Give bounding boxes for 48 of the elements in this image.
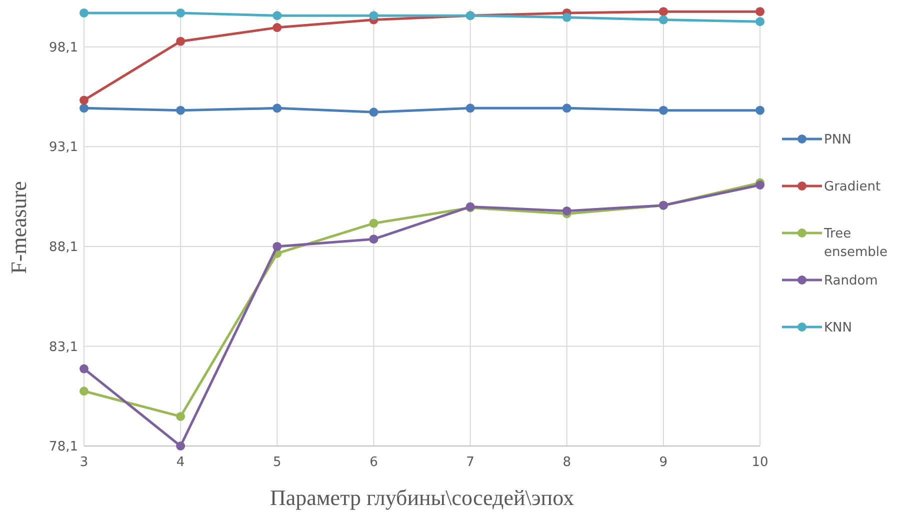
point bbox=[756, 106, 764, 115]
x-tick-label: 5 bbox=[273, 455, 282, 470]
point bbox=[272, 11, 282, 20]
x-tick-label: 6 bbox=[370, 455, 378, 470]
point bbox=[80, 386, 88, 396]
y-tick-label: 98,1 bbox=[49, 40, 78, 56]
point bbox=[80, 364, 88, 374]
point bbox=[176, 442, 186, 450]
point bbox=[272, 104, 282, 113]
point bbox=[658, 7, 668, 16]
point bbox=[369, 11, 378, 20]
point bbox=[562, 12, 572, 22]
point bbox=[756, 17, 764, 26]
point bbox=[176, 106, 186, 115]
point bbox=[176, 36, 186, 46]
point bbox=[369, 218, 378, 228]
x-tick-label: 3 bbox=[80, 455, 88, 470]
point bbox=[369, 108, 378, 117]
x-tick-label: 8 bbox=[562, 455, 571, 470]
point bbox=[176, 8, 186, 18]
point bbox=[658, 15, 668, 24]
legend-label: Tree ensemble bbox=[823, 226, 888, 260]
point bbox=[272, 242, 282, 251]
point bbox=[80, 104, 88, 113]
point bbox=[80, 96, 88, 105]
y-tick-label: 83,1 bbox=[49, 340, 78, 355]
point bbox=[369, 234, 378, 244]
x-tick-label: 10 bbox=[752, 455, 768, 470]
x-tick-label: 9 bbox=[659, 455, 668, 470]
legend-label: KNN bbox=[824, 320, 852, 336]
legend-label: Gradient bbox=[824, 180, 881, 195]
point bbox=[658, 106, 668, 115]
point bbox=[272, 23, 282, 32]
point bbox=[466, 104, 475, 113]
y-tick-label: 93,1 bbox=[49, 140, 78, 156]
point bbox=[80, 8, 88, 18]
x-tick-label: 4 bbox=[176, 455, 185, 470]
point bbox=[756, 7, 764, 16]
x-tick-label: 7 bbox=[466, 455, 474, 470]
legend-label: Random bbox=[824, 274, 878, 289]
legend-label: PNN bbox=[824, 132, 852, 148]
y-tick-label: 88,1 bbox=[49, 240, 78, 256]
x-axis-title: Параметр глубины\соседей\эпох bbox=[270, 485, 574, 510]
y-axis-title: F-measure bbox=[6, 181, 31, 274]
y-tick-label: 78,1 bbox=[49, 440, 78, 455]
point bbox=[562, 206, 572, 216]
point bbox=[176, 412, 186, 421]
point bbox=[562, 104, 572, 113]
